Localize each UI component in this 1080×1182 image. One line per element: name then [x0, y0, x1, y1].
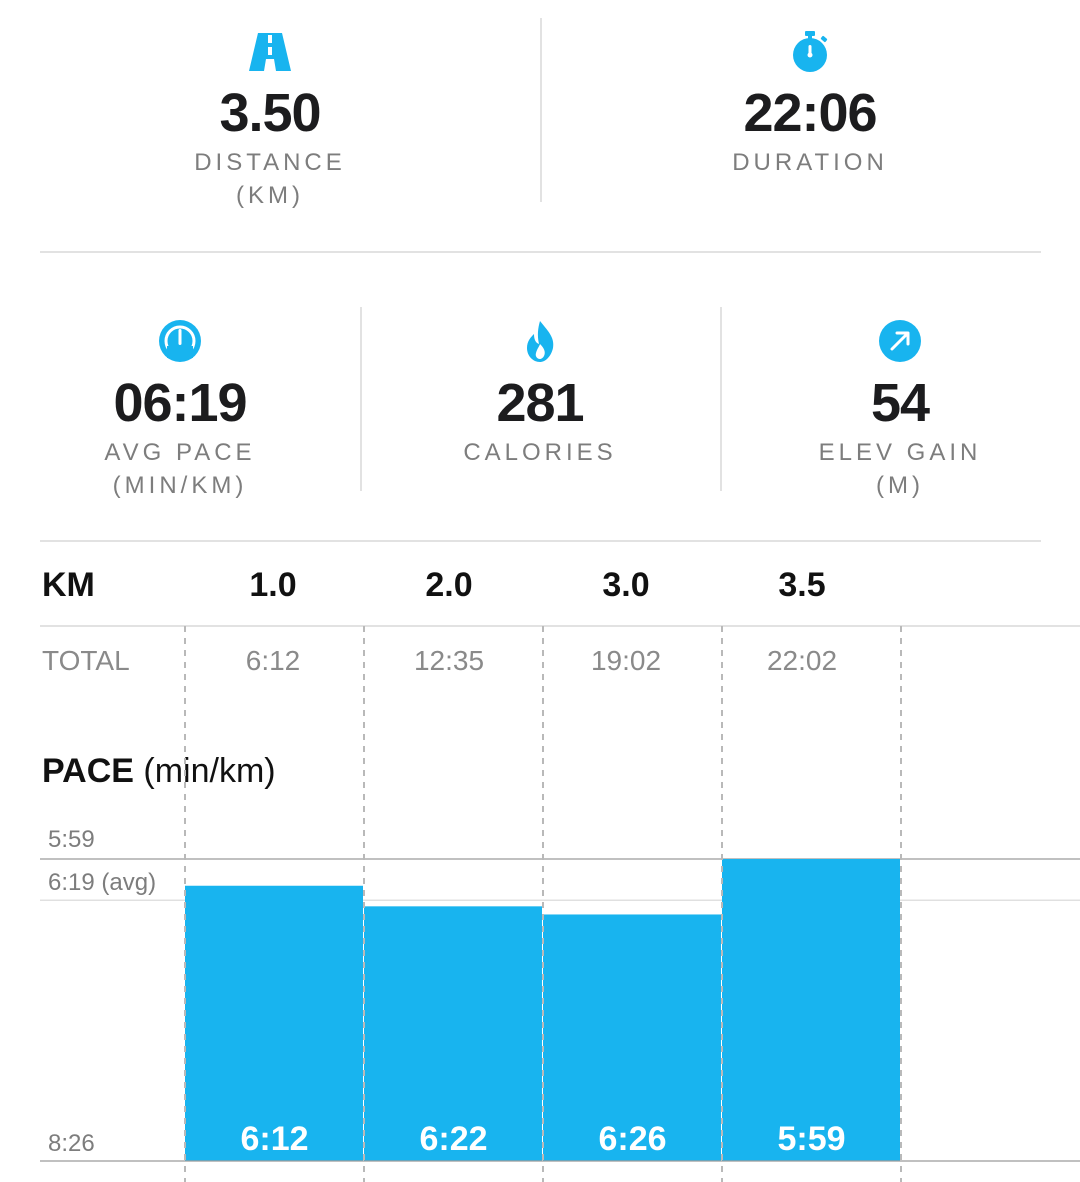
axis-label-bottom: 8:26: [48, 1130, 95, 1157]
distance-label: DISTANCE: [194, 149, 346, 176]
elev-gain-unit: (M): [876, 472, 924, 499]
pace-title: PACE: [42, 752, 134, 790]
axis-label-avg: 6:19 (avg): [48, 869, 157, 896]
pace-bar: [185, 885, 363, 1161]
pace-chart: 6:12 6:22 6:26 5:59: [40, 626, 1080, 1182]
axis-label-top: 5:59: [48, 826, 95, 853]
pace-bar-label: 6:26: [598, 1120, 666, 1158]
splits-divider: [40, 625, 1080, 627]
pace-unit: (min/km): [143, 752, 276, 790]
distance-value: 3.50: [219, 83, 321, 143]
split-km: 3.5: [778, 566, 826, 604]
pace-chart-title: PACE (min/km): [42, 752, 276, 791]
split-total: 6:12: [245, 645, 301, 676]
total-header: TOTAL: [42, 645, 130, 676]
split-total: 19:02: [590, 645, 662, 676]
avg-pace-label: AVG PACE: [104, 439, 256, 466]
km-header: KM: [42, 566, 95, 604]
stopwatch-icon: [793, 31, 828, 72]
pace-bar: [543, 914, 721, 1161]
arrow-up-right-icon: [879, 320, 921, 362]
divider-vertical: [540, 18, 542, 202]
divider-vertical: [360, 307, 362, 491]
divider-horizontal: [40, 251, 1041, 253]
divider-horizontal: [40, 540, 1041, 542]
duration-value: 22:06: [743, 83, 877, 143]
duration-label: DURATION: [732, 149, 888, 176]
pace-bar-label: 6:12: [240, 1120, 308, 1158]
calories-value: 281: [496, 373, 584, 433]
elev-gain-value: 54: [870, 373, 930, 433]
elev-gain-label: ELEV GAIN: [818, 439, 982, 466]
pace-bar: [722, 859, 900, 1161]
split-km: 3.0: [602, 566, 650, 604]
distance-unit: (KM): [236, 182, 304, 209]
avg-pace-value: 06:19: [113, 373, 247, 433]
pace-bar-label: 5:59: [777, 1120, 845, 1158]
gauge-icon: [159, 320, 201, 362]
flame-icon: [527, 321, 554, 362]
split-total: 22:02: [766, 645, 838, 676]
split-km: 1.0: [249, 566, 297, 604]
pace-bar: [364, 906, 542, 1161]
avg-pace-unit: (MIN/KM): [112, 472, 248, 499]
divider-vertical: [720, 307, 722, 491]
calories-label: CALORIES: [463, 439, 617, 466]
split-total: 12:35: [413, 645, 485, 676]
pace-bar-label: 6:22: [419, 1120, 487, 1158]
split-km: 2.0: [425, 566, 473, 604]
road-icon: [249, 33, 291, 71]
